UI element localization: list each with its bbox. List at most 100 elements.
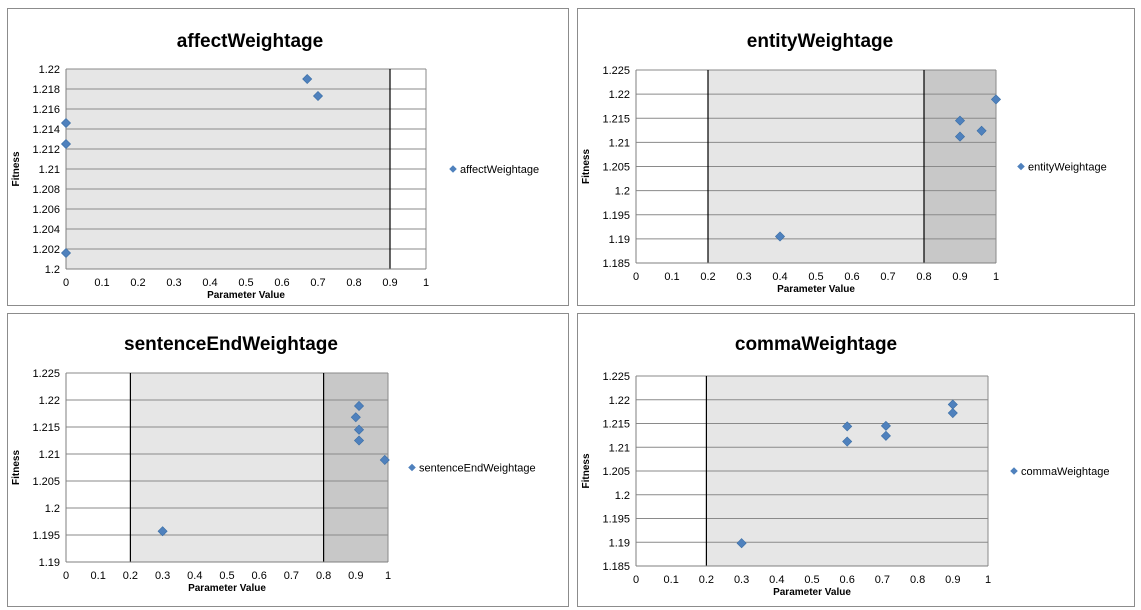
chart-svg: 1.185 1.19 1.195 1.2 1.205 1.21 1.215 1.22 1.225… bbox=[581, 31, 1107, 295]
x-tick-label: 0.6 bbox=[844, 271, 859, 283]
x-tick-label: 0.1 bbox=[664, 271, 679, 283]
x-tick-label: 0.9 bbox=[945, 574, 960, 586]
y-tick-label: 1.185 bbox=[602, 258, 630, 270]
y-axis-label: Fitness bbox=[11, 450, 22, 485]
data-point bbox=[990, 94, 1002, 105]
x-axis-label: Parameter Value bbox=[777, 284, 855, 295]
data-point bbox=[947, 408, 958, 419]
y-tick-label: 1.215 bbox=[32, 422, 60, 434]
x-tick-label: 0.1 bbox=[94, 277, 109, 289]
chart-title: sentenceEndWeightage bbox=[124, 334, 338, 355]
x-axis-label: Parameter Value bbox=[188, 583, 266, 594]
x-tick-label: 0.1 bbox=[664, 574, 679, 586]
y-tick-label: 1.19 bbox=[609, 537, 630, 549]
y-tick-label: 1.204 bbox=[32, 224, 60, 236]
data-point bbox=[60, 117, 72, 129]
y-tick-label: 1.21 bbox=[39, 449, 60, 461]
y-tick-label: 1.19 bbox=[39, 557, 60, 569]
x-tick-label: 0 bbox=[633, 574, 639, 586]
data-point bbox=[842, 421, 853, 432]
x-tick-label: 0.3 bbox=[734, 574, 749, 586]
shaded-region bbox=[130, 373, 324, 562]
y-tick-label: 1.202 bbox=[32, 244, 60, 256]
y-tick-label: 1.22 bbox=[609, 89, 630, 101]
x-tick-label: 1 bbox=[993, 271, 999, 283]
y-tick-label: 1.22 bbox=[39, 395, 60, 407]
x-tick-label: 0.5 bbox=[808, 271, 823, 283]
x-tick-label: 0.9 bbox=[348, 570, 363, 582]
legend-marker bbox=[1017, 162, 1025, 171]
x-tick-label: 0.9 bbox=[382, 277, 397, 289]
y-tick-label: 1.2 bbox=[45, 264, 60, 276]
legend-label: entityWeightage bbox=[1028, 162, 1107, 174]
x-tick-label: 0.8 bbox=[916, 271, 931, 283]
chart-title: affectWeightage bbox=[177, 31, 323, 52]
x-tick-label: 0.8 bbox=[316, 570, 331, 582]
x-tick-label: 0.7 bbox=[310, 277, 325, 289]
y-tick-label: 1.215 bbox=[602, 113, 630, 125]
legend-marker bbox=[408, 463, 416, 472]
x-tick-label: 0 bbox=[633, 271, 639, 283]
legend-label: affectWeightage bbox=[460, 164, 539, 176]
legend-label: commaWeightage bbox=[1021, 466, 1109, 478]
x-tick-label: 1 bbox=[423, 277, 429, 289]
y-tick-label: 1.19 bbox=[609, 234, 630, 246]
x-tick-label: 0.4 bbox=[187, 570, 202, 582]
data-point bbox=[880, 420, 891, 431]
chart-panel-comma: 1.185 1.19 1.195 1.2 1.205 1.21 1.215 1.22 1.225… bbox=[577, 313, 1135, 607]
x-tick-label: 0.5 bbox=[238, 277, 253, 289]
x-tick-label: 0.9 bbox=[952, 271, 967, 283]
data-point bbox=[379, 454, 390, 465]
data-point bbox=[954, 131, 966, 142]
y-tick-label: 1.21 bbox=[39, 164, 60, 176]
data-point bbox=[60, 247, 72, 259]
legend-label: sentenceEndWeightage bbox=[419, 463, 536, 475]
x-tick-label: 1 bbox=[385, 570, 391, 582]
data-point bbox=[350, 412, 361, 423]
data-point bbox=[60, 138, 72, 150]
y-tick-label: 1.2 bbox=[615, 490, 630, 502]
data-point bbox=[302, 73, 313, 85]
x-tick-label: 0.8 bbox=[910, 574, 925, 586]
x-tick-label: 0 bbox=[63, 570, 69, 582]
y-tick-label: 1.2 bbox=[45, 503, 60, 515]
data-point bbox=[976, 125, 987, 136]
legend-marker bbox=[449, 165, 457, 173]
x-axis-label: Parameter Value bbox=[773, 587, 851, 598]
chart-svg: 1.2 1.202 1.204 1.206 1.208 1.21 1.212 1.214 1.2… bbox=[11, 31, 539, 301]
y-tick-label: 1.2 bbox=[615, 186, 630, 198]
x-tick-label: 0.2 bbox=[123, 570, 138, 582]
data-point bbox=[736, 538, 747, 549]
y-tick-label: 1.205 bbox=[32, 476, 60, 488]
y-tick-label: 1.22 bbox=[609, 395, 630, 407]
x-tick-label: 0.7 bbox=[880, 271, 895, 283]
data-point bbox=[353, 400, 365, 411]
chart-panel-entity: 1.185 1.19 1.195 1.2 1.205 1.21 1.215 1.22 1.225… bbox=[577, 8, 1135, 306]
legend-marker bbox=[1010, 467, 1018, 475]
chart-title: commaWeightage bbox=[735, 334, 897, 355]
y-tick-label: 1.214 bbox=[32, 124, 60, 136]
data-point bbox=[954, 115, 966, 126]
x-tick-label: 0.6 bbox=[252, 570, 267, 582]
data-point bbox=[312, 90, 324, 102]
x-tick-label: 0.6 bbox=[274, 277, 289, 289]
y-tick-label: 1.195 bbox=[602, 210, 630, 222]
x-tick-label: 0.8 bbox=[346, 277, 361, 289]
y-tick-label: 1.195 bbox=[602, 514, 630, 526]
y-axis-label: Fitness bbox=[11, 151, 22, 186]
y-tick-label: 1.21 bbox=[609, 137, 630, 149]
y-tick-label: 1.195 bbox=[32, 530, 60, 542]
chart-svg: 1.19 1.195 1.2 1.205 1.21 1.215 1.22 1.225 0 0.1 0… bbox=[11, 334, 536, 594]
chart-panel-affect: 1.2 1.202 1.204 1.206 1.208 1.21 1.212 1.214 1.2… bbox=[7, 8, 569, 306]
y-tick-label: 1.205 bbox=[602, 466, 630, 478]
y-tick-label: 1.208 bbox=[32, 184, 60, 196]
x-tick-label: 0 bbox=[63, 277, 69, 289]
x-tick-label: 0.7 bbox=[875, 574, 890, 586]
y-axis-label: Fitness bbox=[581, 453, 592, 488]
y-tick-label: 1.206 bbox=[32, 204, 60, 216]
y-tick-label: 1.185 bbox=[602, 561, 630, 573]
y-tick-label: 1.218 bbox=[32, 84, 60, 96]
x-axis-label: Parameter Value bbox=[207, 290, 285, 301]
y-tick-label: 1.21 bbox=[609, 442, 630, 454]
x-tick-label: 0.2 bbox=[699, 574, 714, 586]
